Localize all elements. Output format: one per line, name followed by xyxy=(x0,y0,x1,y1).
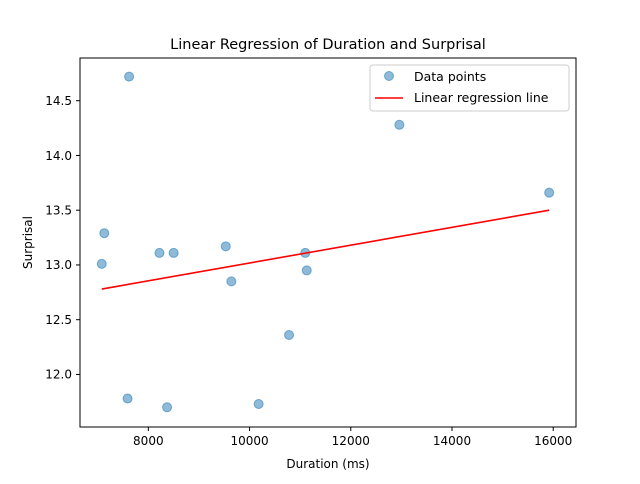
y-tick-label: 14.5 xyxy=(45,94,72,108)
x-axis-label: Duration (ms) xyxy=(286,457,369,471)
y-tick-label: 12.5 xyxy=(45,313,72,327)
data-point xyxy=(99,228,110,239)
data-point xyxy=(162,402,173,413)
x-axis-ticks: 8000 10000 12000 14000 16000 xyxy=(133,427,572,448)
data-point xyxy=(168,247,179,258)
legend-label-data-points: Data points xyxy=(414,69,486,84)
y-axis-label: Surprisal xyxy=(21,216,35,269)
data-point xyxy=(226,276,237,287)
chart-title: Linear Regression of Duration and Surpri… xyxy=(170,37,486,53)
y-tick-label: 13.0 xyxy=(45,258,72,272)
legend: Data points Linear regression line xyxy=(369,64,570,112)
y-tick-label: 14.0 xyxy=(45,149,72,163)
data-point xyxy=(253,399,264,410)
axes-frame xyxy=(79,57,577,428)
data-point xyxy=(301,265,312,276)
data-point xyxy=(154,247,165,258)
legend-label-regression-line: Linear regression line xyxy=(414,90,549,105)
legend-box xyxy=(369,64,570,112)
data-point xyxy=(394,119,405,130)
plot-layer xyxy=(96,71,555,413)
x-tick-label: 14000 xyxy=(433,434,471,448)
data-point xyxy=(122,393,133,404)
y-tick-label: 13.5 xyxy=(45,203,72,217)
data-point xyxy=(220,241,231,252)
data-point xyxy=(96,258,107,269)
x-tick-label: 10000 xyxy=(230,434,268,448)
x-tick-label: 16000 xyxy=(534,434,572,448)
data-point xyxy=(284,330,295,341)
x-tick-label: 8000 xyxy=(133,434,164,448)
data-point xyxy=(544,187,555,198)
x-tick-label: 12000 xyxy=(332,434,370,448)
y-tick-label: 12.0 xyxy=(45,368,72,382)
data-point xyxy=(124,71,135,82)
y-axis-ticks: 12.0 12.5 13.0 13.5 14.0 14.5 xyxy=(45,94,80,382)
legend-scatter-marker xyxy=(384,71,394,81)
regression-line xyxy=(101,209,550,290)
